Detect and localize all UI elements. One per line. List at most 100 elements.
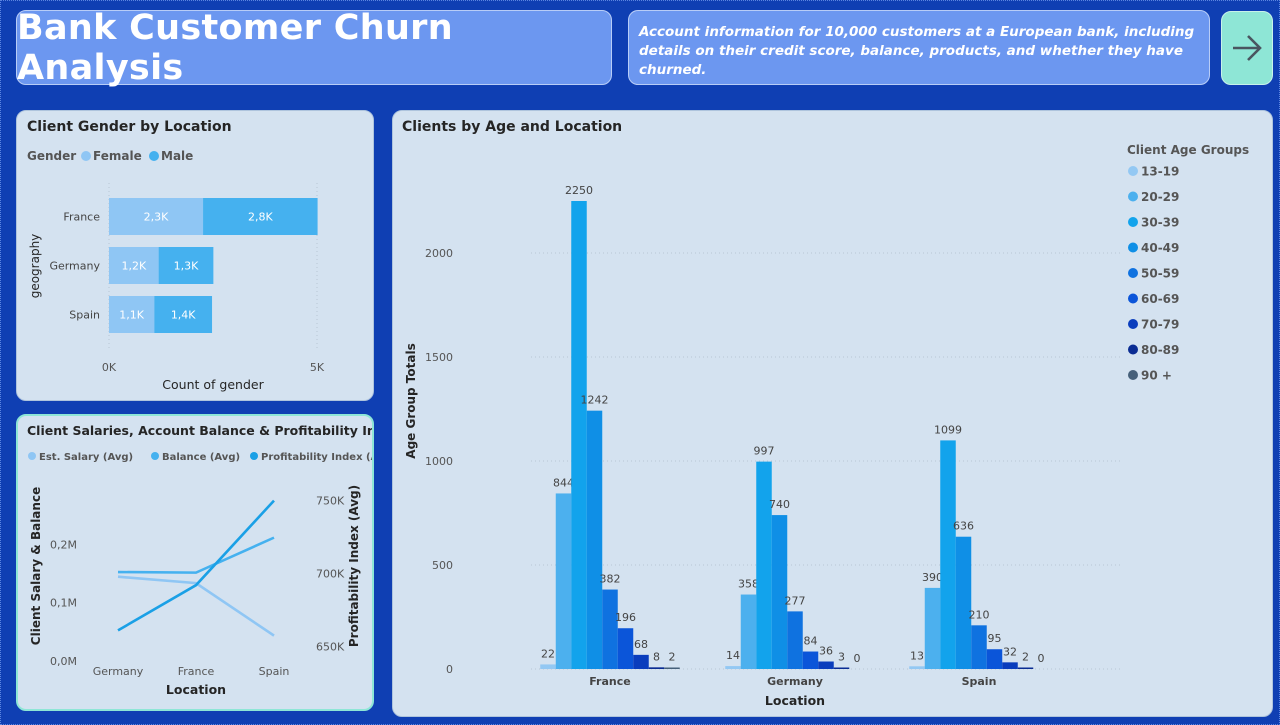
data-label-france-8089: 8: [653, 650, 660, 663]
data-label-male-spain: 1,4K: [171, 309, 196, 322]
legend-marker-5059: [1128, 268, 1138, 278]
chart-title: Client Gender by Location: [27, 119, 232, 135]
line-profitability-index--avg-: [117, 499, 275, 632]
bar-france-1319: [540, 664, 556, 669]
legend-marker-1: [151, 452, 159, 460]
y-tick-label: 0,1M: [50, 597, 77, 610]
legend-marker-2: [250, 452, 258, 460]
data-label-germany-4049: 740: [769, 498, 790, 511]
bar-france-4049: [586, 410, 603, 669]
data-label-germany-8089: 3: [838, 651, 845, 664]
bar-male-france: [203, 198, 318, 235]
data-label-germany-7079: 36: [819, 645, 833, 658]
bar-spain-1319: [909, 666, 925, 669]
legend-label-3039: 30-39: [1141, 216, 1179, 230]
legend-marker-female: [81, 151, 91, 161]
legend-marker-3039: [1128, 217, 1138, 227]
data-label-spain-4049: 636: [953, 520, 974, 533]
salary-balance-chart: Client Salaries, Account Balance & Profi…: [27, 423, 372, 697]
data-label-france-3039: 2250: [565, 184, 593, 197]
bar-france-2029: [555, 493, 572, 669]
legend-marker-90: [1128, 370, 1138, 380]
line-est--salary--avg-: [117, 575, 275, 637]
y-tick-label-germany: Germany: [49, 260, 100, 273]
x-tick-label: 0K: [102, 361, 117, 374]
data-label-france-4049: 1242: [581, 394, 609, 407]
y2-tick-label: 650K: [316, 640, 345, 653]
legend-marker-male: [149, 151, 159, 161]
bar-spain-5059: [971, 625, 987, 669]
x-axis-label: Location: [765, 693, 825, 708]
legend-marker-1319: [1128, 166, 1138, 176]
gender-by-location-chart: Client Gender by Location Gender Female Mal…: [27, 119, 325, 392]
y-tick-label: 0: [446, 663, 453, 676]
legend-label-male: Male: [161, 149, 193, 163]
data-label-spain-7079: 32: [1003, 645, 1017, 658]
next-page-button[interactable]: [1221, 11, 1273, 85]
title-card: Bank Customer Churn Analysis: [16, 8, 612, 88]
bar-spain-8089: [1017, 667, 1034, 669]
legend-title: Gender: [27, 149, 76, 163]
bar-france-90: [664, 667, 680, 669]
y-axis-label: Client Salary & Balance: [29, 487, 43, 645]
x-axis-label: Location: [166, 682, 226, 697]
bar-germany-3039: [756, 461, 772, 669]
legend-marker-7079: [1128, 319, 1138, 329]
y2-tick-label: 750K: [316, 495, 345, 508]
bar-france-5059: [602, 589, 618, 669]
data-label-spain-90: 0: [1038, 652, 1045, 665]
bar-france-7079: [633, 654, 649, 669]
y-tick-label-spain: Spain: [69, 309, 100, 322]
legend-marker-6069: [1128, 293, 1138, 304]
x-tick-label: 5K: [310, 361, 325, 374]
data-label-spain-8089: 2: [1022, 651, 1029, 664]
legend-label-4049: 40-49: [1141, 241, 1179, 255]
y-tick-label: 0,0M: [50, 655, 77, 668]
bar-germany-5059: [787, 611, 803, 669]
dashboard-description: Account information for 10,000 customers…: [639, 24, 1195, 78]
y-axis-label: Age Group Totals: [404, 343, 418, 458]
gender-by-location-panel: Client Gender by Location Gender Female Mal…: [16, 110, 374, 401]
data-label-spain-6069: 95: [988, 632, 1002, 645]
bar-spain-7079: [1002, 662, 1018, 669]
legend-label-1319: 13-19: [1141, 165, 1179, 179]
bar-female-spain: [109, 296, 155, 333]
bar-male-spain: [154, 296, 213, 333]
legend-label-2: Profitability Index (Avg): [261, 452, 372, 463]
y-tick-label: 500: [432, 559, 453, 572]
data-label-france-7079: 68: [634, 638, 648, 651]
data-label-france-90: 2: [669, 651, 676, 664]
x-tick-label-france: France: [589, 675, 630, 688]
data-label-female-france: 2,3K: [144, 211, 169, 224]
y-tick-label: 1000: [425, 455, 453, 468]
bar-spain-2029: [924, 587, 941, 669]
bar-germany-1319: [725, 666, 741, 669]
data-label-france-5059: 382: [600, 573, 621, 586]
y-tick-label-france: France: [63, 211, 100, 224]
y-tick-label: 2000: [425, 247, 453, 260]
legend-label-6069: 60-69: [1141, 292, 1179, 306]
data-label-female-spain: 1,1K: [119, 309, 144, 322]
bar-france-6069: [617, 628, 634, 669]
data-label-spain-5059: 210: [969, 608, 990, 621]
chart-title: Client Salaries, Account Balance & Profi…: [27, 423, 372, 438]
data-label-germany-6069: 84: [804, 635, 818, 648]
bar-female-france: [109, 198, 204, 235]
salary-balance-panel: Client Salaries, Account Balance & Profi…: [16, 414, 374, 711]
legend-label-1: Balance (Avg): [162, 452, 240, 463]
y-axis-label: geography: [28, 234, 42, 299]
data-label-germany-5059: 277: [785, 594, 806, 607]
line-balance--avg-: [117, 536, 275, 574]
bar-france-3039: [571, 201, 587, 669]
bar-spain-3039: [940, 440, 956, 669]
legend-title: Client Age Groups: [1127, 143, 1249, 157]
data-label-spain-2029: 390: [922, 571, 943, 584]
bar-spain-6069: [986, 649, 1003, 669]
legend-marker-4049: [1128, 242, 1138, 253]
data-label-germany-90: 0: [854, 652, 861, 665]
legend-marker-2029: [1128, 191, 1138, 202]
bar-germany-8089: [833, 667, 850, 669]
bar-germany-7079: [818, 661, 834, 669]
arrow-right-icon: [1233, 35, 1262, 61]
data-label-france-6069: 196: [615, 611, 636, 624]
